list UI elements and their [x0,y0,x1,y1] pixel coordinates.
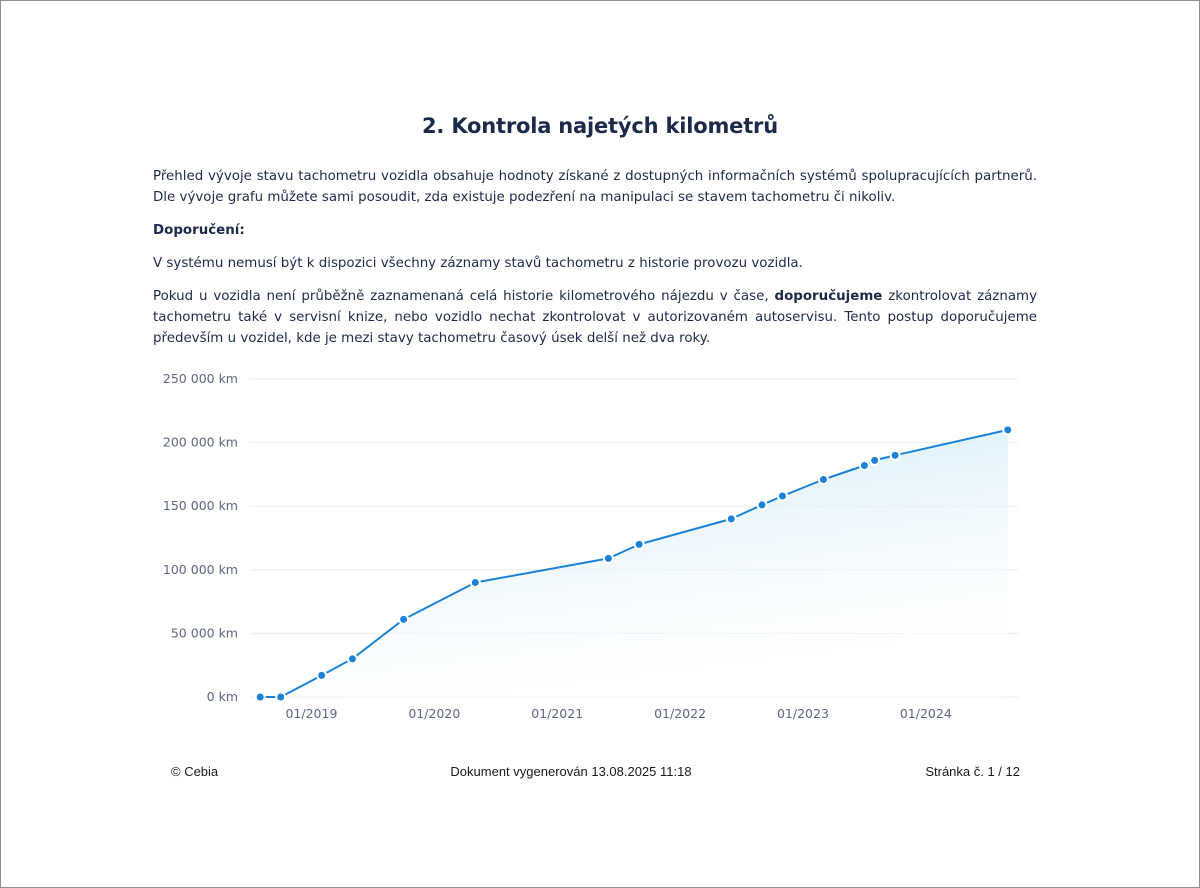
intro-paragraph: Přehled vývoje stavu tachometru vozidla … [153,169,1037,205]
footer-page-number: Stránka č. 1 / 12 [925,764,1020,779]
y-tick-label: 100 000 km [163,562,238,577]
data-point[interactable] [469,577,481,589]
x-tick-label: 01/2020 [408,706,460,721]
data-point[interactable] [776,490,788,502]
data-point[interactable] [869,454,881,466]
data-point[interactable] [275,691,287,703]
data-point[interactable] [254,691,266,703]
data-point[interactable] [889,449,901,461]
x-tick-label: 01/2021 [531,706,583,721]
y-tick-label: 200 000 km [163,435,238,450]
data-point[interactable] [398,613,410,625]
y-tick-label: 0 km [207,689,238,704]
x-tick-label: 01/2024 [900,706,952,721]
data-point[interactable] [602,552,614,564]
y-tick-label: 150 000 km [163,498,238,513]
data-point[interactable] [316,669,328,681]
chart-points [254,424,1014,703]
data-point[interactable] [633,538,645,550]
x-tick-label: 01/2023 [777,706,829,721]
advice-text-end: zkontrolovat záznamy tachometru také v s… [153,289,1038,346]
data-point[interactable] [817,473,829,485]
chart-line-layer [260,428,1009,698]
x-tick-label: 01/2019 [285,706,337,721]
x-tick-label: 01/2022 [654,706,706,721]
footer-generated: Dokument vygenerován 13.08.2025 11:18 [450,764,692,779]
advice-emphasis: doporučujeme [774,289,883,304]
x-axis-labels: 01/2019 01/2020 01/2021 01/2022 01/2023 01/20… [285,706,951,721]
data-point[interactable] [725,513,737,525]
chart-area-layer [260,429,1008,697]
advice-text-start: Pokud u vozidla není průběžně zaznamenan… [153,289,775,304]
y-axis-labels: 0 km 50 000 km 100 000 km 150 000 km 200 000… [163,371,238,704]
y-tick-label: 250 000 km [163,371,238,386]
document-body: Přehled vývoje stavu tachometru vozidla … [153,166,1037,361]
note-paragraph: V systému nemusí být k dispozici všechny… [153,256,803,271]
data-point[interactable] [756,499,768,511]
page-title: 2. Kontrola najetých kilometrů [422,114,778,138]
y-tick-label: 50 000 km [171,625,238,640]
data-point[interactable] [858,459,870,471]
area-fill [260,429,1008,697]
footer-copyright: © Cebia [171,764,219,779]
advice-paragraph: Pokud u vozidla není průběžně zaznamenan… [153,286,1037,349]
data-point[interactable] [1002,424,1014,436]
recommendation-label: Doporučení: [153,223,245,238]
series-line [260,428,1009,698]
data-point[interactable] [346,653,358,665]
